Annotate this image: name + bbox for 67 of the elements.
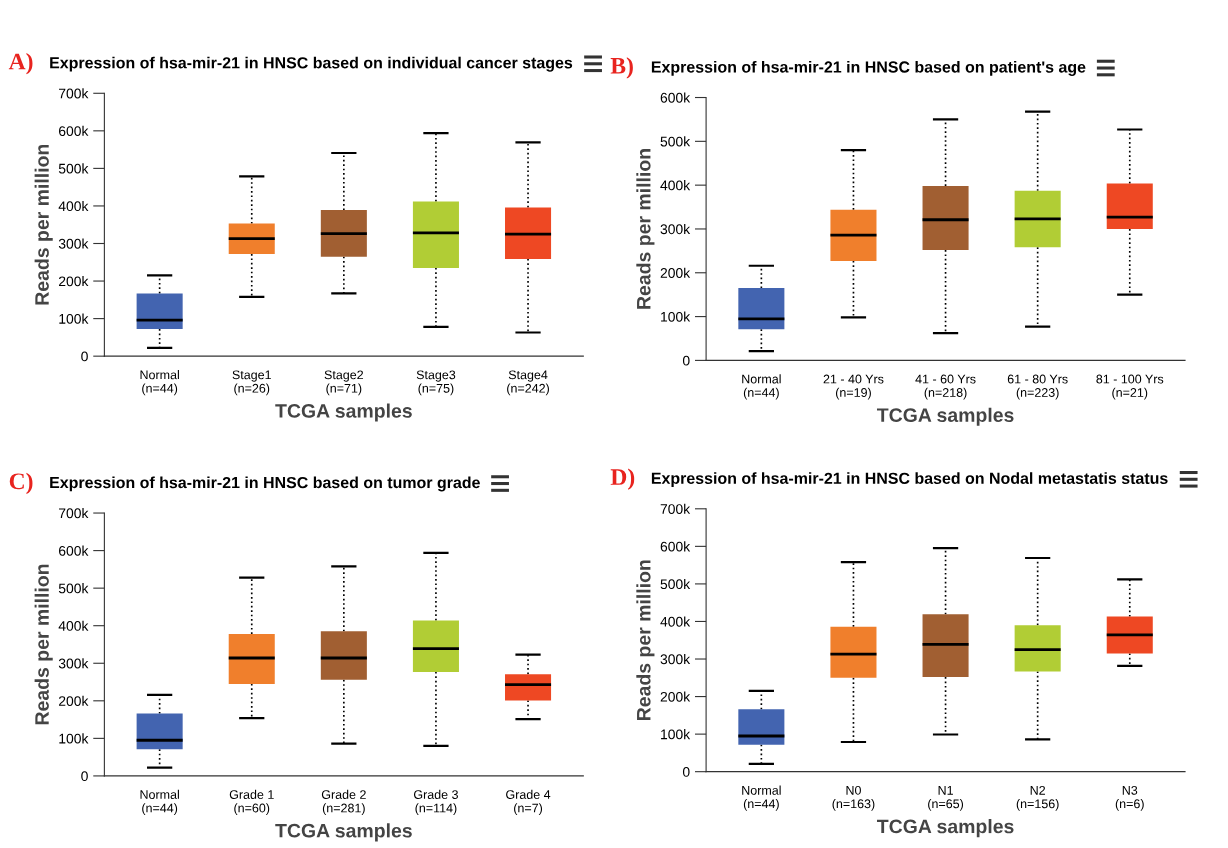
x-tick-label: Stage4 (n=242) xyxy=(507,370,549,396)
y-axis-title: Reads per million xyxy=(636,560,655,720)
x-axis-title: TCGA samples xyxy=(876,819,1014,838)
text: A) xyxy=(8,52,33,75)
y-tick-label: 400k xyxy=(660,616,691,627)
y-tick-label: 100k xyxy=(59,313,89,324)
y-tick-label: 300k xyxy=(660,653,691,665)
y-axis-title: Reads per million xyxy=(636,149,655,309)
y-axis-title: Reads per million xyxy=(34,564,53,725)
x-tick-label: Normal (n=44) xyxy=(742,374,781,400)
y-tick-label: 300k xyxy=(58,658,89,669)
y-tick-label: 400k xyxy=(58,620,89,631)
x-tick-label: Grade 2 (n=281) xyxy=(321,789,366,815)
y-tick-label: 300k xyxy=(660,223,691,235)
x-tick-label: N1 (n=65) xyxy=(928,786,964,811)
x-axis-title: TCGA samples xyxy=(275,823,412,842)
chart-title: Expression of hsa-mir-21 in HNSC based on patient's age xyxy=(651,60,1086,76)
x-tick-label: 61 - 80 Yrs (n=223) xyxy=(1007,374,1068,400)
x-tick-label: Grade 3 (n=114) xyxy=(413,789,458,815)
y-axis-title: Reads per million xyxy=(34,144,53,305)
x-axis-title: TCGA samples xyxy=(876,407,1014,426)
x-axis-title: TCGA samples xyxy=(275,403,412,422)
y-tick-label: 400k xyxy=(660,180,691,191)
x-tick-label: Normal (n=44) xyxy=(140,370,179,396)
text: D) xyxy=(610,468,635,490)
chart-title: Expression of hsa-mir-21 in HNSC based on tumor grade xyxy=(50,476,480,492)
x-tick-label: N3 (n=6) xyxy=(1115,785,1144,811)
y-tick-label: 600k xyxy=(59,545,89,556)
y-tick-label: 400k xyxy=(58,200,89,212)
y-tick-label: 300k xyxy=(58,238,89,249)
y-tick-label: 500k xyxy=(58,583,89,594)
y-tick-label: 700k xyxy=(59,88,89,99)
x-tick-label: Stage1 (n=26) xyxy=(232,370,271,396)
y-tick-label: 0 xyxy=(81,771,88,782)
y-tick-label: 100k xyxy=(661,311,691,322)
y-tick-label: 600k xyxy=(660,92,691,103)
x-tick-label: 21 - 40 Yrs (n=19) xyxy=(823,374,884,400)
y-tick-label: 200k xyxy=(660,267,691,278)
y-tick-label: 200k xyxy=(58,695,89,706)
chart-title: Expression of hsa-mir-21 in HNSC based on individual cancer stages xyxy=(50,56,573,72)
x-tick-label: Stage2 (n=71) xyxy=(324,370,364,396)
y-tick-label: 200k xyxy=(660,691,691,702)
x-tick-label: N0 (n=163) xyxy=(832,785,875,811)
y-tick-label: 500k xyxy=(660,136,691,147)
y-tick-label: 0 xyxy=(81,351,88,362)
y-tick-label: 700k xyxy=(660,503,691,514)
x-tick-label: Stage3 (n=75) xyxy=(416,370,456,396)
y-tick-label: 500k xyxy=(660,578,691,590)
x-tick-label: Grade 1 (n=60) xyxy=(229,789,274,815)
x-tick-label: 41 - 60 Yrs (n=218) xyxy=(915,374,976,400)
y-tick-label: 0 xyxy=(682,767,690,777)
y-tick-label: 600k xyxy=(59,125,89,136)
x-tick-label: Normal (n=44) xyxy=(140,789,179,815)
chart-title: Expression of hsa-mir-21 in HNSC based on Nodal metastatis status xyxy=(651,472,1168,488)
text: C) xyxy=(9,472,33,495)
x-tick-label: Normal (n=44) xyxy=(742,785,781,811)
text: B) xyxy=(610,57,633,79)
x-tick-label: N2 (n=156) xyxy=(1016,785,1059,811)
x-tick-label: Grade 4 (n=7) xyxy=(506,789,551,815)
y-tick-label: 100k xyxy=(661,729,691,740)
y-tick-label: 100k xyxy=(59,733,89,744)
y-tick-label: 700k xyxy=(59,508,89,519)
y-tick-label: 200k xyxy=(58,276,89,287)
y-tick-label: 600k xyxy=(660,541,691,552)
y-tick-label: 500k xyxy=(58,163,89,174)
y-tick-label: 0 xyxy=(682,355,690,366)
x-tick-label: 81 - 100 Yrs (n=21) xyxy=(1096,374,1164,400)
